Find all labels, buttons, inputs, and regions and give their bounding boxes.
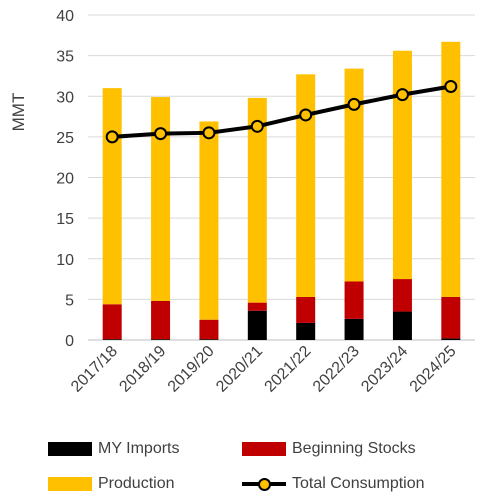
legend-item-imports: MY Imports <box>48 440 180 458</box>
legend-label-consumption: Total Consumption <box>292 475 425 492</box>
x-tick-label: 2022/23 <box>310 343 363 396</box>
bar-segment <box>344 281 364 319</box>
y-tick-label: 40 <box>56 8 74 25</box>
bar-segment <box>199 339 219 340</box>
y-tick-label: 30 <box>56 89 74 106</box>
consumption-point <box>250 119 264 133</box>
consumption-point <box>154 127 168 141</box>
bar-segment <box>102 88 122 305</box>
bar-segment <box>247 97 267 303</box>
legend-swatch-production <box>48 477 92 491</box>
bar-segment <box>441 41 461 297</box>
legend-item-consumption: Total Consumption <box>242 475 425 493</box>
bar-segment <box>296 322 316 340</box>
bar-segment <box>102 339 122 340</box>
x-tick-label: 2021/22 <box>262 343 315 396</box>
y-tick-label: 20 <box>56 171 74 188</box>
legend-swatch-consumption <box>242 477 286 491</box>
bar-segment <box>392 279 412 312</box>
bar-segment <box>344 318 364 340</box>
bar-segment <box>151 301 171 340</box>
bar-segment <box>199 319 219 340</box>
legend-item-stocks: Beginning Stocks <box>242 440 416 458</box>
bar-segment <box>199 121 219 320</box>
bar-segment <box>102 304 122 340</box>
bar-segment <box>441 338 461 340</box>
y-tick-labels: 0 5 10 15 20 25 30 35 40 <box>56 8 74 350</box>
x-tick-label: 2023/24 <box>358 343 411 396</box>
consumption-point <box>299 108 313 122</box>
bar-segment <box>392 311 412 340</box>
bar-segment <box>441 296 461 339</box>
y-tick-label: 35 <box>56 49 74 66</box>
legend-label-stocks: Beginning Stocks <box>292 440 416 457</box>
legend-label-imports: MY Imports <box>98 440 180 457</box>
consumption-point <box>347 97 361 111</box>
y-axis-label: MMT <box>9 93 28 132</box>
legend-label-production: Production <box>98 475 175 492</box>
x-tick-labels: 2017/182018/192019/202020/212021/222022/… <box>68 343 460 396</box>
gridlines <box>88 14 475 341</box>
y-tick-label: 25 <box>56 130 74 147</box>
consumption-line <box>112 84 452 139</box>
consumption-line-layer <box>105 80 458 144</box>
legend-item-production: Production <box>48 475 175 493</box>
bar-segment <box>296 296 316 323</box>
bar-segment <box>247 310 267 340</box>
bar-segment <box>392 50 412 280</box>
consumption-point <box>444 80 458 93</box>
y-tick-label: 15 <box>56 211 74 228</box>
chart: MMT 0 5 10 15 20 25 30 35 40 2017/182018/192019/… <box>9 8 475 396</box>
consumption-point <box>105 130 119 144</box>
bar-segment <box>247 302 267 311</box>
consumption-point <box>202 126 216 140</box>
bar-segment <box>151 339 171 340</box>
y-tick-label: 10 <box>56 252 74 269</box>
bars <box>102 41 461 340</box>
legend-swatch-stocks <box>242 442 286 456</box>
y-tick-label: 0 <box>65 333 74 350</box>
legend: MY Imports Beginning Stocks Production T… <box>0 428 485 498</box>
y-tick-label: 5 <box>65 292 74 309</box>
x-tick-label: 2024/25 <box>407 343 460 396</box>
bar-segment <box>151 97 171 301</box>
bar-segment <box>344 68 364 282</box>
bar-segment <box>296 74 316 297</box>
x-tick-label: 2020/21 <box>213 343 266 396</box>
consumption-point <box>395 88 409 102</box>
x-tick-label: 2018/19 <box>116 343 169 396</box>
legend-swatch-imports <box>48 442 92 456</box>
x-tick-label: 2019/20 <box>165 343 218 396</box>
x-tick-label: 2017/18 <box>68 343 121 396</box>
